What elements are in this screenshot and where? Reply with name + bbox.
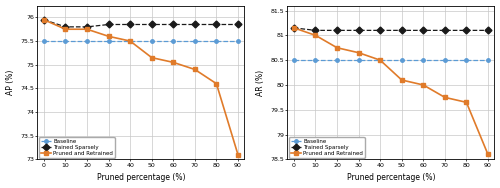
Y-axis label: AP (%): AP (%) <box>6 70 15 95</box>
Legend: Baseline, Trained Sparsely, Pruned and Retrained: Baseline, Trained Sparsely, Pruned and R… <box>289 137 364 158</box>
Legend: Baseline, Trained Sparsely, Pruned and Retrained: Baseline, Trained Sparsely, Pruned and R… <box>39 137 115 158</box>
X-axis label: Pruned percentage (%): Pruned percentage (%) <box>346 174 435 182</box>
Y-axis label: AR (%): AR (%) <box>256 69 264 96</box>
X-axis label: Pruned percentage (%): Pruned percentage (%) <box>96 174 185 182</box>
